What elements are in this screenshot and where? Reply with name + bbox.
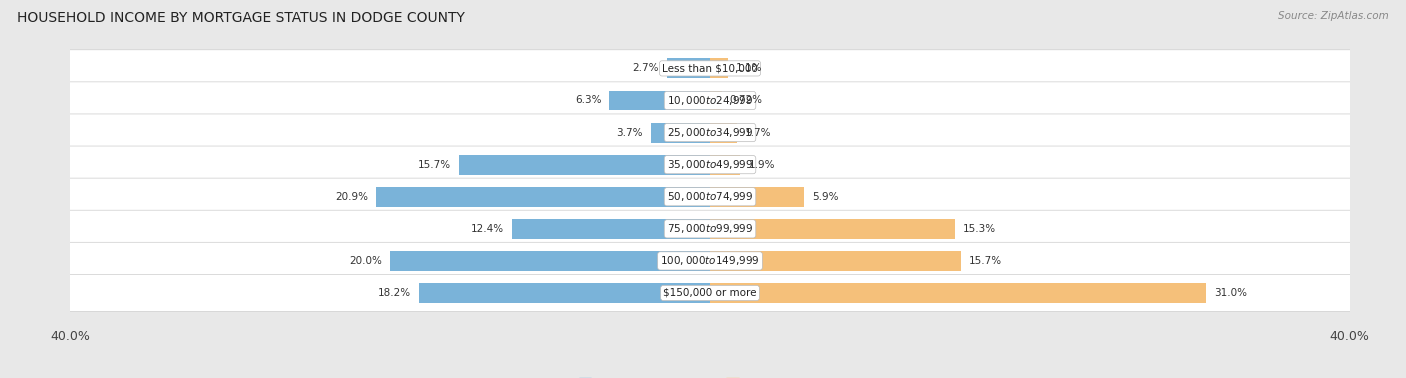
Bar xyxy=(651,122,710,143)
Text: 20.0%: 20.0% xyxy=(349,256,382,266)
Bar xyxy=(710,283,1206,303)
Legend: Without Mortgage, With Mortgage: Without Mortgage, With Mortgage xyxy=(574,373,846,378)
Bar xyxy=(458,155,710,175)
Bar xyxy=(710,122,737,143)
Bar xyxy=(512,219,710,239)
Text: $150,000 or more: $150,000 or more xyxy=(664,288,756,298)
Text: 2.7%: 2.7% xyxy=(633,64,659,73)
Text: $25,000 to $34,999: $25,000 to $34,999 xyxy=(666,126,754,139)
FancyBboxPatch shape xyxy=(45,114,1375,151)
FancyBboxPatch shape xyxy=(45,50,1375,87)
Text: $35,000 to $49,999: $35,000 to $49,999 xyxy=(666,158,754,171)
Bar xyxy=(666,59,710,78)
FancyBboxPatch shape xyxy=(45,178,1375,215)
Bar xyxy=(710,91,721,110)
Text: 3.7%: 3.7% xyxy=(616,127,643,138)
Text: 15.3%: 15.3% xyxy=(963,224,995,234)
Text: 0.72%: 0.72% xyxy=(730,96,762,105)
Bar xyxy=(419,283,710,303)
Text: $50,000 to $74,999: $50,000 to $74,999 xyxy=(666,190,754,203)
Text: $10,000 to $24,999: $10,000 to $24,999 xyxy=(666,94,754,107)
Text: 15.7%: 15.7% xyxy=(418,160,451,170)
Bar xyxy=(710,219,955,239)
Text: 1.9%: 1.9% xyxy=(748,160,775,170)
Text: 1.7%: 1.7% xyxy=(745,127,772,138)
Text: 1.1%: 1.1% xyxy=(735,64,762,73)
Bar xyxy=(375,187,710,207)
FancyBboxPatch shape xyxy=(45,146,1375,183)
Text: $75,000 to $99,999: $75,000 to $99,999 xyxy=(666,222,754,235)
Bar xyxy=(710,187,804,207)
FancyBboxPatch shape xyxy=(45,82,1375,119)
Bar xyxy=(389,251,710,271)
Bar xyxy=(609,91,710,110)
Text: 20.9%: 20.9% xyxy=(335,192,368,202)
Bar xyxy=(710,59,728,78)
Text: HOUSEHOLD INCOME BY MORTGAGE STATUS IN DODGE COUNTY: HOUSEHOLD INCOME BY MORTGAGE STATUS IN D… xyxy=(17,11,465,25)
Bar xyxy=(710,251,962,271)
Bar xyxy=(710,155,741,175)
Text: 5.9%: 5.9% xyxy=(813,192,839,202)
Text: 12.4%: 12.4% xyxy=(471,224,503,234)
FancyBboxPatch shape xyxy=(45,242,1375,279)
FancyBboxPatch shape xyxy=(45,274,1375,311)
Text: Source: ZipAtlas.com: Source: ZipAtlas.com xyxy=(1278,11,1389,21)
Text: 6.3%: 6.3% xyxy=(575,96,602,105)
Text: 15.7%: 15.7% xyxy=(969,256,1002,266)
Text: $100,000 to $149,999: $100,000 to $149,999 xyxy=(661,254,759,267)
Text: 18.2%: 18.2% xyxy=(378,288,411,298)
Text: Less than $10,000: Less than $10,000 xyxy=(662,64,758,73)
Text: 31.0%: 31.0% xyxy=(1213,288,1247,298)
FancyBboxPatch shape xyxy=(45,210,1375,248)
